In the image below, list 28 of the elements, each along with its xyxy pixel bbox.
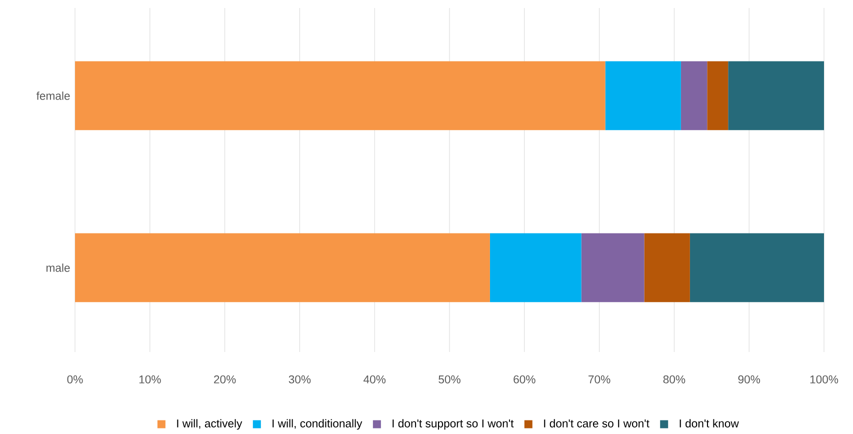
- bar: [75, 61, 606, 130]
- bar: [680, 61, 708, 130]
- x-tick-label: 50%: [438, 375, 460, 384]
- y-tick-label: female: [36, 92, 70, 100]
- x-tick-label: 80%: [663, 375, 686, 384]
- x-tick-label: 60%: [514, 375, 536, 384]
- legend-label: I will, conditionally: [272, 419, 362, 430]
- bar: [644, 233, 690, 302]
- legend-label: I don't support so I won't: [392, 419, 514, 430]
- bar: [690, 233, 824, 302]
- x-tick-label: 100%: [810, 375, 838, 384]
- x-tick-label: 90%: [738, 375, 760, 384]
- x-tick-label: 0%: [67, 375, 83, 384]
- x-tick-label: 70%: [588, 375, 610, 384]
- bar: [605, 61, 681, 130]
- y-tick-label: male: [46, 264, 70, 272]
- legend-label: I will, actively: [177, 419, 242, 430]
- bar: [490, 233, 582, 302]
- x-tick-label: 40%: [364, 375, 386, 384]
- legend-label: I don't know: [680, 419, 739, 428]
- x-tick-label: 10%: [139, 375, 161, 384]
- bar: [581, 233, 644, 302]
- x-tick-label: 30%: [288, 375, 311, 384]
- legend-label: I don't care so I won't: [544, 419, 650, 428]
- bar: [75, 233, 490, 302]
- bar: [707, 61, 728, 130]
- x-tick-label: 20%: [214, 375, 236, 384]
- bar: [728, 61, 824, 130]
